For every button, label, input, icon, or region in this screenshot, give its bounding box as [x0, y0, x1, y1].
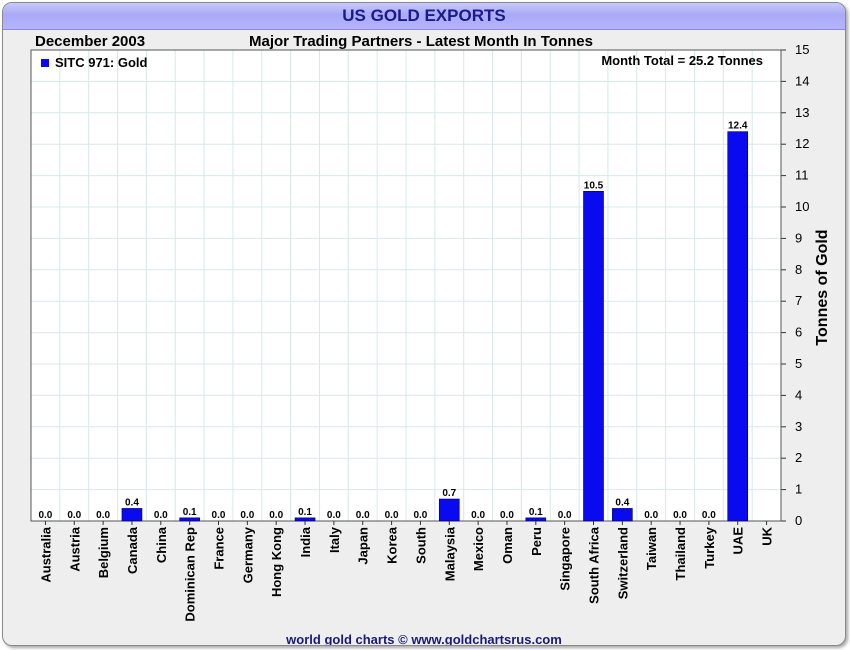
x-tick-label: Germany — [240, 526, 255, 583]
bar-peru — [525, 517, 547, 522]
x-tick-label: Austria — [67, 526, 82, 572]
y-tick-label: 12 — [795, 136, 809, 151]
x-tick-label: Switzerland — [615, 527, 630, 599]
value-label: 0.1 — [298, 507, 312, 518]
x-tick-label: Canada — [125, 526, 140, 574]
bar-canada — [121, 508, 143, 522]
value-label: 0.0 — [356, 510, 370, 521]
x-tick-label: Belgium — [96, 527, 111, 578]
x-tick-label: Taiwan — [644, 527, 659, 570]
x-tick-label: Australia — [38, 526, 53, 582]
x-tick-label: Dominican Rep — [183, 527, 198, 622]
y-tick-label: 10 — [795, 199, 809, 214]
value-label: 0.4 — [615, 497, 629, 508]
x-tick-label: UAE — [731, 527, 746, 555]
value-label: 0.0 — [500, 510, 514, 521]
value-label: 0.0 — [413, 510, 427, 521]
y-tick-label: 1 — [795, 482, 802, 497]
bar-india — [294, 517, 316, 522]
bar-switzerland — [612, 508, 633, 522]
bar-chart: 01234567891011121314150.0Australia0.0Aus… — [30, 42, 831, 622]
month-total-annotation: Month Total = 25.2 Tonnes — [601, 53, 763, 68]
y-tick-label: 8 — [795, 262, 802, 277]
x-tick-label: Oman — [500, 527, 515, 564]
value-label: 0.1 — [529, 507, 543, 518]
value-label: 0.0 — [38, 510, 52, 521]
y-tick-label: 15 — [795, 42, 809, 57]
y-tick-label: 11 — [795, 168, 809, 183]
x-tick-label: Korea — [385, 526, 400, 564]
x-tick-label: Singapore — [558, 527, 573, 591]
value-label: 12.4 — [728, 121, 748, 132]
value-label: 0.0 — [67, 510, 81, 521]
x-tick-label: Turkey — [702, 526, 717, 568]
value-label: 0.0 — [702, 510, 716, 521]
x-tick-label: Japan — [356, 527, 371, 565]
x-tick-label: Thailand — [673, 527, 688, 581]
x-tick-label: France — [212, 527, 227, 570]
y-tick-label: 3 — [795, 419, 802, 434]
x-tick-label: South — [413, 527, 428, 564]
y-tick-label: 6 — [795, 325, 802, 340]
x-tick-label: Italy — [327, 526, 342, 553]
legend-label: SITC 971: Gold — [55, 55, 148, 70]
y-tick-label: 13 — [795, 105, 809, 120]
y-tick-label: 9 — [795, 230, 802, 245]
y-axis-label: Tonnes of Gold — [814, 229, 831, 345]
y-tick-label: 14 — [795, 73, 809, 88]
value-label: 0.0 — [154, 510, 168, 521]
value-label: 0.7 — [442, 488, 456, 499]
value-label: 0.0 — [240, 510, 254, 521]
y-tick-label: 5 — [795, 356, 802, 371]
value-label: 0.0 — [673, 510, 687, 521]
value-label: 0.4 — [125, 497, 139, 508]
value-label: 0.0 — [96, 510, 110, 521]
bar-malaysia — [438, 498, 460, 522]
value-label: 0.0 — [644, 510, 658, 521]
bar-dominican-rep — [179, 517, 200, 522]
bar-south-africa — [583, 191, 604, 522]
chart-subtitle: Major Trading Partners - Latest Month In… — [249, 33, 593, 50]
value-label: 0.0 — [385, 510, 399, 521]
x-tick-label: UK — [760, 526, 775, 545]
value-label: 10.5 — [584, 180, 604, 191]
x-tick-label: India — [298, 526, 313, 557]
y-tick-label: 7 — [795, 293, 802, 308]
plot-border — [30, 49, 782, 522]
x-tick-label: Peru — [529, 527, 544, 556]
value-label: 0.1 — [183, 507, 197, 518]
x-tick-label: South Africa — [587, 526, 602, 604]
x-tick-label: Hong Kong — [269, 527, 284, 597]
y-tick-label: 0 — [795, 513, 802, 528]
x-tick-label: China — [154, 526, 169, 563]
chart-date: December 2003 — [35, 33, 146, 50]
legend-swatch — [41, 59, 49, 67]
x-tick-label: Mexico — [471, 527, 486, 571]
y-tick-label: 4 — [795, 387, 802, 402]
value-label: 0.0 — [327, 510, 341, 521]
value-label: 0.0 — [471, 510, 485, 521]
value-label: 0.0 — [558, 510, 572, 521]
chart-title: US GOLD EXPORTS — [3, 3, 845, 30]
y-tick-label: 2 — [795, 450, 802, 465]
chart-footer-credit: world gold charts © www.goldchartsrus.co… — [286, 632, 562, 646]
x-tick-label: Malaysia — [442, 526, 457, 581]
value-label: 0.0 — [212, 510, 226, 521]
value-label: 0.0 — [269, 510, 283, 521]
bar-uae — [727, 131, 749, 522]
